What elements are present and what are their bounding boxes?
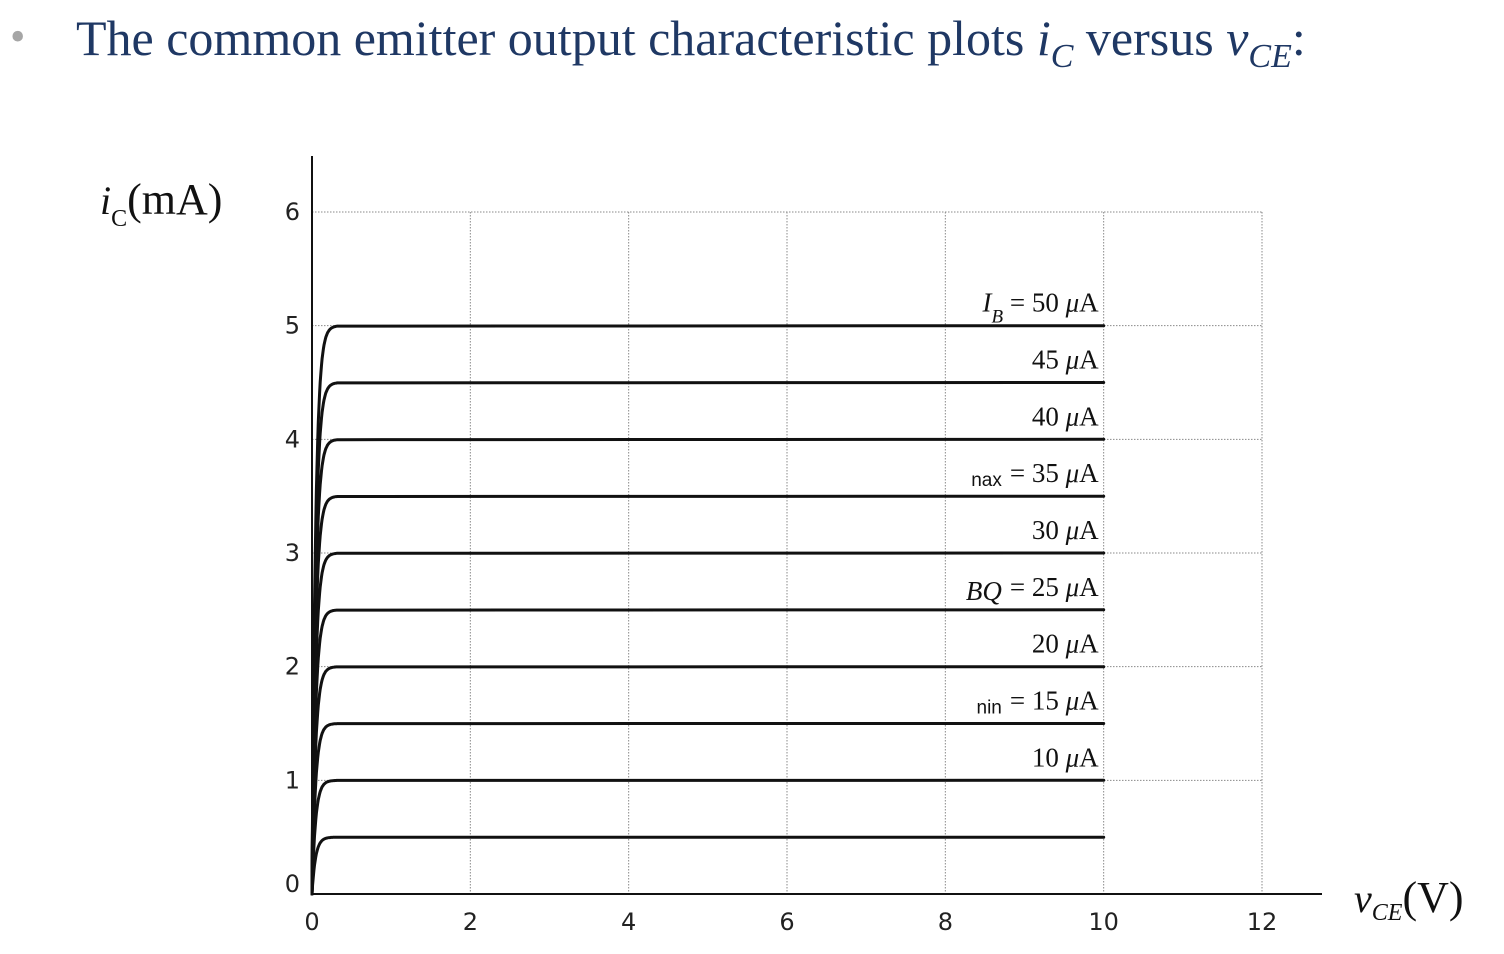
curve-label-prefix: nax [971, 470, 1002, 491]
curve-label: IB = 50 μA [982, 288, 1100, 328]
y-tick-label: 2 [285, 653, 300, 681]
characteristic-curve [310, 381, 1106, 896]
y-tick-label: 0 [285, 870, 300, 898]
characteristic-curve [310, 722, 1106, 896]
characteristic-curve [310, 494, 1106, 896]
characteristic-curve [310, 665, 1106, 896]
x-tick-label: 0 [304, 908, 319, 936]
characteristic-curve [310, 778, 1106, 896]
heading-text-before: The common emitter output characteristic… [76, 10, 1037, 66]
curve-label: = 35 μA [1010, 458, 1099, 488]
x-tick-label: 10 [1088, 908, 1119, 936]
curve-label: 10 μA [1032, 742, 1099, 772]
x-tick-label: 12 [1247, 908, 1278, 936]
y-tick-label: 1 [285, 766, 300, 794]
characteristic-curve [310, 608, 1106, 896]
characteristic-curve [310, 835, 1106, 896]
heading-var-ic: iC [1036, 10, 1074, 75]
x-tick-label: 8 [938, 908, 953, 936]
curve-label: 40 μA [1032, 401, 1099, 431]
x-tick-label: 4 [621, 908, 636, 936]
slide-heading: The common emitter output characteristic… [76, 8, 1306, 75]
curve-label-prefix: BQ [966, 576, 1002, 606]
x-axis-title: vCE(V) [1354, 873, 1464, 926]
curve-label: 20 μA [1032, 629, 1099, 659]
heading-text-after: : [1291, 10, 1306, 66]
axis-titles: iC(mA) vCE(V) [100, 175, 1464, 926]
characteristic-curve [310, 551, 1106, 896]
characteristic-curves [310, 324, 1106, 896]
x-tick-label: 2 [463, 908, 478, 936]
heading-var-vce: vCE [1226, 10, 1292, 75]
y-axis-title: iC(mA) [100, 175, 222, 232]
curve-label-prefix: nin [977, 698, 1002, 719]
curve-label: 45 μA [1032, 345, 1099, 375]
curve-label: = 15 μA [1010, 686, 1099, 716]
x-tick-label: 6 [779, 908, 794, 936]
curve-label: = 25 μA [1010, 572, 1099, 602]
curve-label: 30 μA [1032, 515, 1099, 545]
curve-labels: IB = 50 μA 45 μA 40 μA = 35 μA nax 30 μA = 25 … [966, 288, 1099, 773]
heading-text-middle: versus [1073, 10, 1227, 66]
y-tick-label: 4 [285, 425, 300, 453]
y-tick-label: 6 [285, 198, 300, 226]
y-tick-label: 3 [285, 539, 300, 567]
y-tick-label: 5 [285, 312, 300, 340]
bullet-point: • [10, 12, 26, 61]
